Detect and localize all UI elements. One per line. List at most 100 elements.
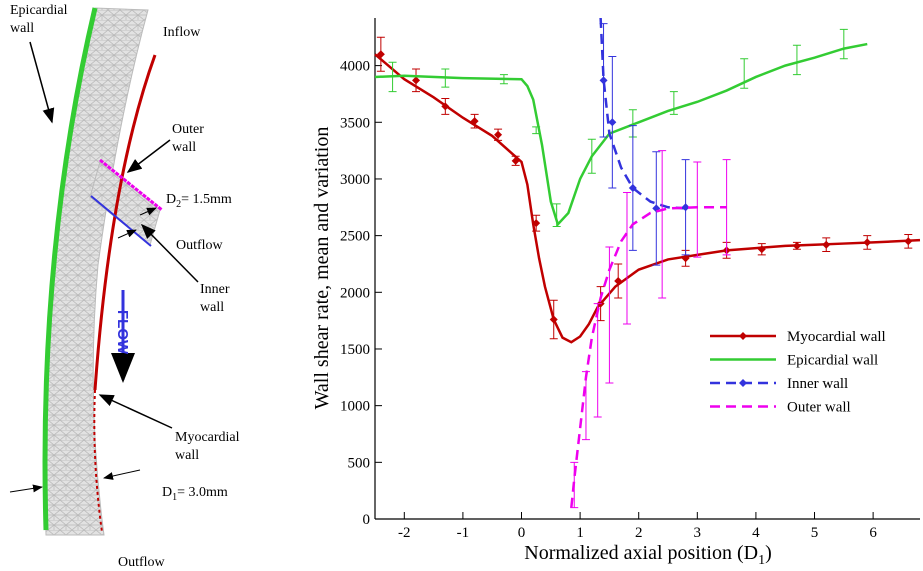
myocardial-edge <box>93 54 157 391</box>
error-bar <box>593 303 602 418</box>
error-bar-line <box>740 58 749 89</box>
y-tick-label: 3500 <box>340 115 370 131</box>
marker <box>792 241 801 250</box>
marker <box>822 240 831 249</box>
error-bar-line <box>532 126 541 135</box>
error-bar-line <box>693 161 702 258</box>
label: Outflow <box>118 555 166 570</box>
y-tick-label: 500 <box>348 455 371 471</box>
marker <box>599 76 608 85</box>
label-part: 2 <box>176 199 181 210</box>
x-tick-label: 5 <box>811 525 819 541</box>
error-bar <box>693 161 702 258</box>
x-axis-title-part: Normalized axial position (D <box>524 542 758 564</box>
label: Myocardial <box>175 430 240 445</box>
error-bar-line <box>605 246 614 384</box>
marker <box>681 254 690 263</box>
x-axis-title-part: ) <box>765 542 772 564</box>
x-tick-label: 4 <box>752 525 760 541</box>
x-tick-label: -2 <box>398 525 411 541</box>
dim-arrow <box>103 469 141 480</box>
label: Inflow <box>163 25 201 40</box>
error-bar-line <box>587 138 596 174</box>
marker <box>494 130 503 139</box>
flow-label: FLOW <box>114 310 131 355</box>
label: D1= 3.0mm <box>162 485 228 503</box>
vessel-mesh <box>44 7 149 536</box>
error-bar-line <box>581 371 590 441</box>
x-axis-title: Normalized axial position (D1) <box>524 542 772 568</box>
y-tick-label: 3000 <box>340 172 370 188</box>
dim-arrow <box>9 484 43 493</box>
arrow <box>98 394 173 429</box>
x-tick-label: 2 <box>635 525 643 541</box>
error-bar <box>441 68 450 88</box>
marker <box>681 203 690 212</box>
error-bar-line <box>441 68 450 88</box>
series-line <box>374 42 868 227</box>
y-axis-title: Wall shear rate, mean and variation <box>311 127 333 410</box>
error-bar-line <box>658 150 667 299</box>
error-bar <box>839 28 848 60</box>
arrow <box>126 139 171 173</box>
error-bar <box>792 44 801 76</box>
label: wall <box>10 21 34 36</box>
y-tick-label: 2500 <box>340 229 370 245</box>
marker <box>441 102 450 111</box>
epicardial-edge <box>42 7 98 531</box>
error-bar-line <box>722 159 731 256</box>
legend-marker <box>739 379 747 387</box>
marker <box>376 50 385 59</box>
error-bar <box>722 159 731 256</box>
label: Outflow <box>176 238 224 253</box>
error-bar-line <box>552 203 561 228</box>
error-bar-line <box>499 74 508 85</box>
label-part: = 1.5mm <box>181 192 232 207</box>
label: wall <box>172 140 196 155</box>
y-tick-label: 0 <box>363 512 371 528</box>
error-bar <box>532 126 541 135</box>
y-tick-label: 1500 <box>340 342 370 358</box>
legend-label: Inner wall <box>787 376 848 392</box>
label: wall <box>200 300 224 315</box>
outer-wall-edge <box>99 158 163 212</box>
error-bar <box>499 74 508 85</box>
error-bar-line <box>593 303 602 418</box>
error-bar <box>622 192 631 325</box>
y-tick-label: 2000 <box>340 285 370 301</box>
label-part: D <box>162 485 172 500</box>
error-bar-line <box>570 461 579 509</box>
label: D2= 1.5mm <box>166 192 232 210</box>
series-line <box>599 17 686 210</box>
marker <box>532 219 541 228</box>
error-bar <box>581 371 590 441</box>
dim-arrow <box>139 207 157 216</box>
label-part: D <box>166 192 176 207</box>
legend-label: Epicardial wall <box>787 353 878 369</box>
marker <box>511 156 520 165</box>
legend-label: Outer wall <box>787 400 851 416</box>
legend-marker <box>739 332 747 340</box>
error-bar <box>605 246 614 384</box>
x-tick-label: 6 <box>869 525 877 541</box>
y-tick-label: 1000 <box>340 399 370 415</box>
x-tick-label: 3 <box>694 525 702 541</box>
legend-label: Myocardial wall <box>787 329 886 345</box>
x-tick-label: 1 <box>576 525 584 541</box>
dim-arrow <box>117 229 137 239</box>
myocardial-edge-dashed <box>93 389 103 533</box>
label: wall <box>175 448 199 463</box>
marker <box>757 245 766 254</box>
x-axis-title-part: 1 <box>758 553 765 568</box>
marker <box>470 117 479 126</box>
series-line <box>570 206 727 508</box>
error-bar-line <box>622 192 631 325</box>
label: Inner <box>200 282 230 297</box>
x-tick-label: 0 <box>518 525 526 541</box>
error-bar-line <box>388 61 397 93</box>
error-bar <box>740 58 749 89</box>
series-line <box>374 53 921 344</box>
marker <box>863 238 872 247</box>
error-bar-line <box>792 44 801 76</box>
marker <box>614 276 623 285</box>
